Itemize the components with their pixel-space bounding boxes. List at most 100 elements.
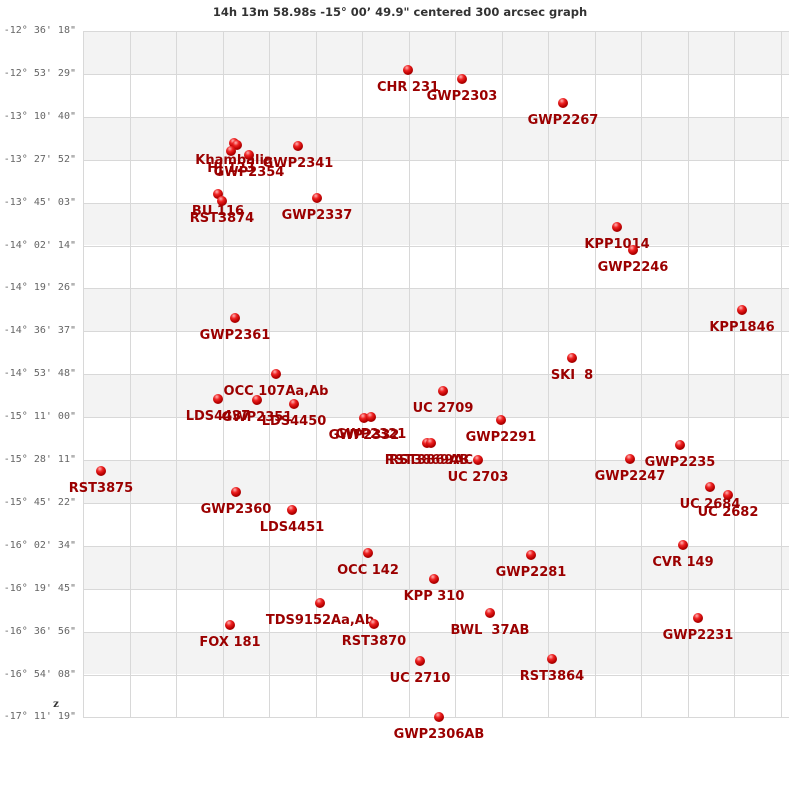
y-axis-tick-label: -15° 45' 22" [3, 496, 76, 508]
y-axis-tick-label: -12° 53' 29" [3, 67, 76, 79]
data-point[interactable] [366, 412, 376, 422]
data-point[interactable] [628, 245, 638, 255]
horizontal-gridline [83, 245, 789, 247]
point-label: UC 2703 [447, 470, 509, 485]
data-point[interactable] [96, 466, 106, 476]
horizontal-gridline [83, 159, 789, 161]
data-point[interactable] [429, 574, 439, 584]
y-axis-tick-label: -16° 54' 08" [3, 668, 76, 680]
point-label: GWP2306AB [393, 727, 485, 742]
horizontal-gridline [83, 73, 789, 75]
point-label: LDS4450 [261, 414, 327, 429]
vertical-gridline [501, 31, 503, 718]
data-point[interactable] [217, 196, 227, 206]
data-point[interactable] [567, 353, 577, 363]
point-label: CHR 231 [376, 80, 440, 95]
point-label: GWP2246 [597, 260, 669, 275]
data-point[interactable] [271, 369, 281, 379]
data-point[interactable] [287, 505, 297, 515]
data-point[interactable] [426, 438, 436, 448]
data-point[interactable] [434, 712, 444, 722]
point-label: GWP2247 [594, 469, 666, 484]
point-label: SKI 8 [550, 368, 594, 383]
horizontal-gridline [83, 502, 789, 504]
data-point[interactable] [496, 415, 506, 425]
point-label: LDS4437 [185, 409, 251, 424]
background-band [83, 288, 789, 332]
point-label: GWP2354 [213, 165, 285, 180]
data-point[interactable] [369, 619, 379, 629]
point-label: GWP2351 [221, 410, 293, 425]
point-label: GWP2337 [281, 208, 353, 223]
point-label: GWP2267 [527, 113, 599, 128]
point-label: GWP2235 [644, 455, 716, 470]
point-label: LDS4451 [259, 520, 325, 535]
data-point[interactable] [363, 548, 373, 558]
data-point[interactable] [558, 98, 568, 108]
horizontal-gridline [83, 331, 789, 333]
horizontal-gridline [83, 374, 789, 376]
data-point[interactable] [289, 399, 299, 409]
data-point[interactable] [737, 305, 747, 315]
horizontal-gridline [83, 631, 789, 633]
horizontal-gridline [83, 202, 789, 204]
data-point[interactable] [230, 313, 240, 323]
point-label: RST3874 [189, 211, 255, 226]
data-point[interactable] [705, 482, 715, 492]
vertical-gridline [548, 31, 549, 718]
horizontal-gridline [83, 460, 789, 461]
y-axis-tick-label: -16° 19' 45" [3, 582, 76, 594]
vertical-gridline [734, 31, 735, 718]
data-point[interactable] [723, 490, 733, 500]
point-label: HJ 123 [207, 161, 255, 176]
vertical-gridline [83, 31, 84, 718]
horizontal-gridline [83, 288, 789, 290]
point-label: GWP2303 [426, 89, 498, 104]
data-point[interactable] [226, 146, 236, 156]
data-point[interactable] [693, 613, 703, 623]
y-axis-tick-label: -13° 27' 52" [3, 153, 76, 165]
data-point[interactable] [625, 454, 635, 464]
point-label: GWP2341 [262, 156, 334, 171]
vertical-gridline [129, 31, 131, 718]
data-point[interactable] [438, 386, 448, 396]
vertical-gridline [269, 31, 270, 718]
data-point[interactable] [612, 222, 622, 232]
point-label: UC 2684 [679, 497, 741, 512]
point-label: RST3875 [68, 481, 134, 496]
data-point[interactable] [231, 487, 241, 497]
vertical-gridline [176, 31, 177, 718]
data-point[interactable] [244, 150, 254, 160]
point-label: GWP2360 [200, 502, 272, 517]
point-label: TDS9152Aa,Ab [265, 613, 375, 628]
data-point[interactable] [213, 189, 223, 199]
data-point[interactable] [213, 394, 223, 404]
horizontal-gridline [83, 31, 789, 32]
data-point[interactable] [415, 656, 425, 666]
point-label: RST3869AC [388, 453, 474, 468]
data-point[interactable] [312, 193, 322, 203]
point-label: KPP 310 [403, 589, 465, 604]
data-point[interactable] [678, 540, 688, 550]
data-point[interactable] [232, 140, 242, 150]
data-point[interactable] [252, 395, 262, 405]
data-point[interactable] [547, 654, 557, 664]
data-point[interactable] [359, 413, 369, 423]
data-point[interactable] [293, 141, 303, 151]
y-axis-tick-label: -14° 19' 26" [3, 282, 76, 294]
point-label: FOX 181 [199, 635, 261, 650]
point-label: RST3864 [519, 669, 585, 684]
point-label: BWL 37AB [450, 623, 530, 638]
point-label: OCC 142 [337, 563, 399, 578]
data-point[interactable] [485, 608, 495, 618]
data-point[interactable] [473, 455, 483, 465]
data-point[interactable] [675, 440, 685, 450]
data-point[interactable] [225, 620, 235, 630]
data-point[interactable] [403, 65, 413, 75]
data-point[interactable] [457, 74, 467, 84]
y-axis-tick-label: -14° 53' 48" [3, 368, 76, 380]
data-point[interactable] [526, 550, 536, 560]
data-point[interactable] [315, 598, 325, 608]
horizontal-gridline [83, 674, 789, 676]
vertical-gridline [408, 31, 410, 718]
